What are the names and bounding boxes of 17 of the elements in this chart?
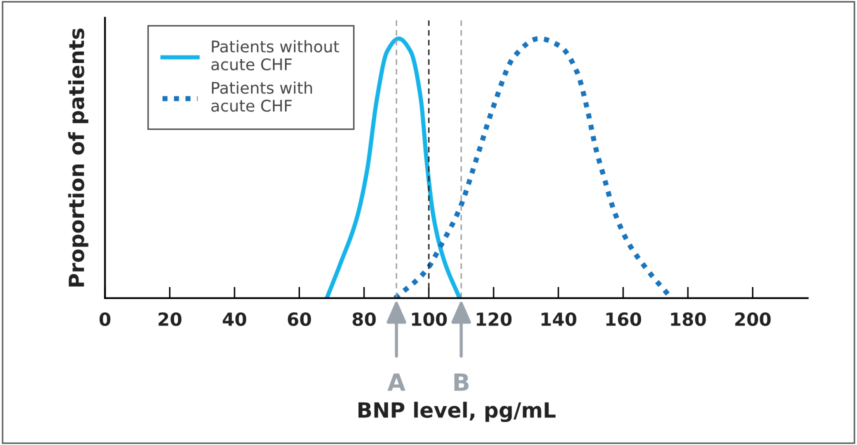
- annotation: A: [387, 374, 406, 391]
- x-tick-label: 200: [735, 312, 771, 326]
- y-axis-title: Proportion of patients: [68, 28, 88, 286]
- x-tick-label: 100: [412, 312, 447, 326]
- x-tick-label: 180: [671, 312, 706, 326]
- x-tick-label: 120: [476, 312, 512, 326]
- x-tick-label: 60: [288, 312, 311, 326]
- x-tick-label: 160: [606, 312, 642, 326]
- legend-label: Patients with acute CHF: [211, 81, 312, 112]
- annotation: B: [454, 374, 469, 391]
- x-tick-label: 20: [158, 312, 182, 326]
- x-tick-label: 0: [100, 312, 110, 326]
- x-axis-title: BNP level, pg/mL: [358, 402, 556, 422]
- legend-label: Patients without acute CHF: [211, 40, 340, 70]
- x-tick-label: 80: [352, 312, 376, 326]
- x-tick-label: 40: [222, 312, 246, 326]
- x-tick-label: 140: [542, 312, 576, 326]
